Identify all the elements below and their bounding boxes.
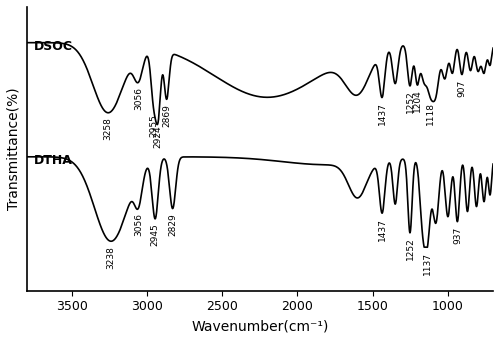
Text: 3056: 3056	[134, 87, 143, 110]
Text: 3238: 3238	[106, 246, 116, 269]
Text: 1252: 1252	[406, 238, 414, 260]
Text: 1204: 1204	[412, 90, 422, 113]
Text: 3258: 3258	[104, 118, 112, 140]
Text: 907: 907	[458, 79, 466, 97]
Text: 2869: 2869	[162, 104, 171, 127]
Text: 2945: 2945	[150, 224, 160, 246]
Text: 2829: 2829	[168, 213, 177, 236]
Text: 937: 937	[453, 226, 462, 244]
Text: DSOC: DSOC	[34, 40, 73, 53]
Text: 1118: 1118	[426, 102, 434, 125]
Text: 2924: 2924	[154, 126, 163, 148]
Text: 1437: 1437	[378, 102, 386, 125]
X-axis label: Wavenumber(cm⁻¹): Wavenumber(cm⁻¹)	[191, 319, 328, 333]
Y-axis label: Transmittance(%): Transmittance(%)	[7, 87, 21, 210]
Text: 1437: 1437	[378, 218, 386, 241]
Text: 1137: 1137	[423, 252, 432, 275]
Text: 2955: 2955	[149, 114, 158, 137]
Text: DTHA: DTHA	[34, 154, 73, 167]
Text: 1252: 1252	[406, 91, 414, 113]
Text: 3056: 3056	[134, 213, 143, 236]
